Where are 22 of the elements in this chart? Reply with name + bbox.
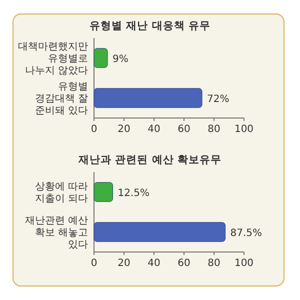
data-label: 12.5% bbox=[118, 188, 150, 199]
x-tick-label: 80 bbox=[208, 258, 220, 269]
data-label: 87.5% bbox=[230, 228, 262, 239]
x-tick-label: 20 bbox=[118, 258, 130, 269]
x-tick-label: 100 bbox=[234, 124, 254, 135]
x-tick-label: 60 bbox=[178, 124, 190, 135]
x-tick-label: 40 bbox=[148, 258, 160, 269]
chart-title: 유형별 재난 대응책 유무 bbox=[90, 20, 210, 32]
x-tick-label: 0 bbox=[90, 258, 98, 269]
x-tick-label: 40 bbox=[148, 124, 160, 135]
data-label: 9% bbox=[112, 54, 128, 65]
x-tick-label: 0 bbox=[90, 124, 98, 135]
x-tick-label: 60 bbox=[178, 258, 190, 269]
y-tick-label: 재난관련 예산 확보 해놓고 있다 bbox=[24, 216, 88, 250]
y-tick-label: 유형별 경감대책 잘 준비돼 있다 bbox=[34, 82, 88, 116]
x-tick-label: 100 bbox=[234, 258, 254, 269]
x-tick-label: 20 bbox=[118, 124, 130, 135]
chart-title: 재난과 관련된 예산 확보유무 bbox=[78, 154, 222, 166]
data-label: 72% bbox=[207, 94, 230, 105]
y-tick-label: 상황에 따라 지출이 되다 bbox=[34, 182, 88, 204]
y-tick-label: 대책마련했지만 유형별로 나누지 않았다 bbox=[18, 42, 88, 76]
x-tick-label: 80 bbox=[208, 124, 220, 135]
